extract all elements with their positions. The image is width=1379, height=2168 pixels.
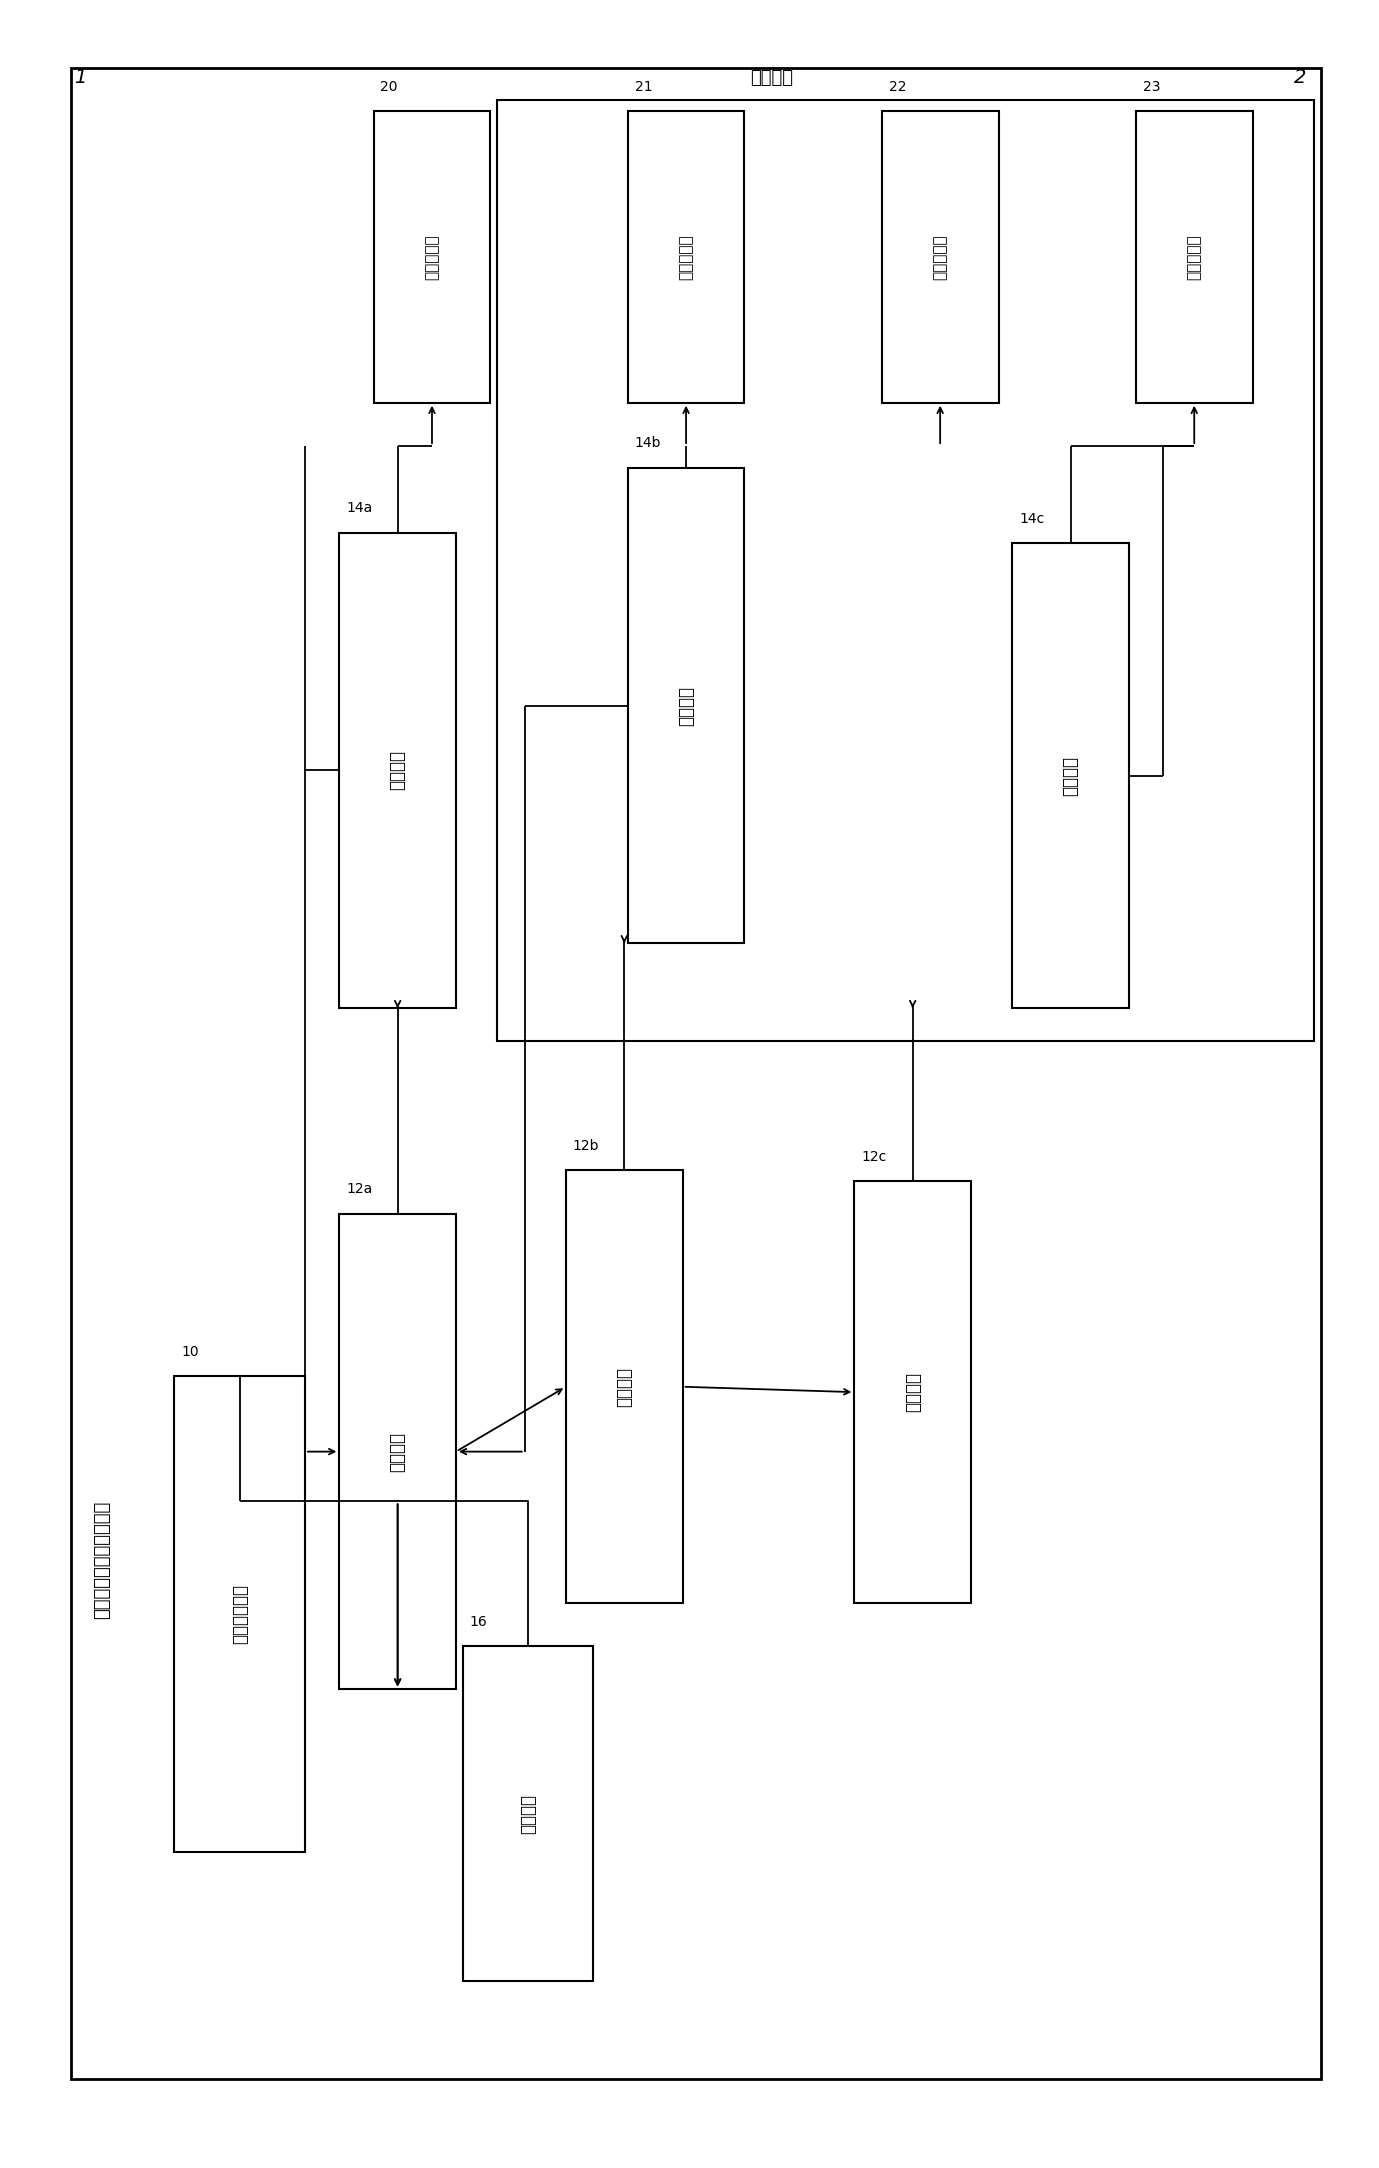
Text: 23: 23 bbox=[1143, 80, 1160, 93]
FancyBboxPatch shape bbox=[881, 111, 998, 403]
Text: 控制硬盘依序启动的系统: 控制硬盘依序启动的系统 bbox=[92, 1500, 110, 1619]
Text: 处理模块: 处理模块 bbox=[903, 1372, 921, 1411]
FancyBboxPatch shape bbox=[463, 1646, 593, 1982]
Text: 第三组硬盘: 第三组硬盘 bbox=[932, 234, 947, 280]
Text: 14a: 14a bbox=[346, 501, 372, 516]
FancyBboxPatch shape bbox=[72, 67, 1321, 2079]
FancyBboxPatch shape bbox=[1012, 544, 1129, 1008]
FancyBboxPatch shape bbox=[565, 1171, 683, 1602]
FancyBboxPatch shape bbox=[855, 1182, 971, 1602]
FancyBboxPatch shape bbox=[339, 1214, 456, 1689]
Text: 第四组硬盘: 第四组硬盘 bbox=[1187, 234, 1201, 280]
Text: 第一组硬盘: 第一组硬盘 bbox=[425, 234, 440, 280]
Text: 处理模块: 处理模块 bbox=[389, 1431, 407, 1472]
Text: 22: 22 bbox=[888, 80, 906, 93]
FancyBboxPatch shape bbox=[627, 468, 745, 943]
Text: 处理模块: 处理模块 bbox=[615, 1366, 633, 1407]
Text: 12c: 12c bbox=[860, 1149, 887, 1164]
Text: 12a: 12a bbox=[346, 1182, 372, 1197]
Text: 电源供应模块: 电源供应模块 bbox=[230, 1585, 248, 1643]
Text: 10: 10 bbox=[181, 1344, 199, 1359]
Text: 14b: 14b bbox=[634, 436, 661, 451]
Text: 14c: 14c bbox=[1019, 512, 1044, 527]
Text: 控制模块: 控制模块 bbox=[677, 685, 695, 726]
Text: 1: 1 bbox=[74, 67, 87, 87]
Text: 21: 21 bbox=[634, 80, 652, 93]
FancyBboxPatch shape bbox=[1136, 111, 1252, 403]
Text: 2: 2 bbox=[1294, 67, 1306, 87]
Text: 控制模块: 控制模块 bbox=[389, 750, 407, 791]
Text: 20: 20 bbox=[381, 80, 399, 93]
Text: 设定模块: 设定模块 bbox=[519, 1793, 536, 1834]
Text: 16: 16 bbox=[470, 1615, 488, 1628]
Text: 第二组硬盘: 第二组硬盘 bbox=[678, 234, 694, 280]
FancyBboxPatch shape bbox=[339, 533, 456, 1008]
FancyBboxPatch shape bbox=[175, 1377, 305, 1851]
Text: 控制模块: 控制模块 bbox=[1062, 757, 1080, 796]
Text: 12b: 12b bbox=[572, 1138, 600, 1153]
FancyBboxPatch shape bbox=[374, 111, 491, 403]
FancyBboxPatch shape bbox=[498, 100, 1314, 1041]
Text: 服务系统: 服务系统 bbox=[750, 69, 793, 87]
FancyBboxPatch shape bbox=[627, 111, 745, 403]
